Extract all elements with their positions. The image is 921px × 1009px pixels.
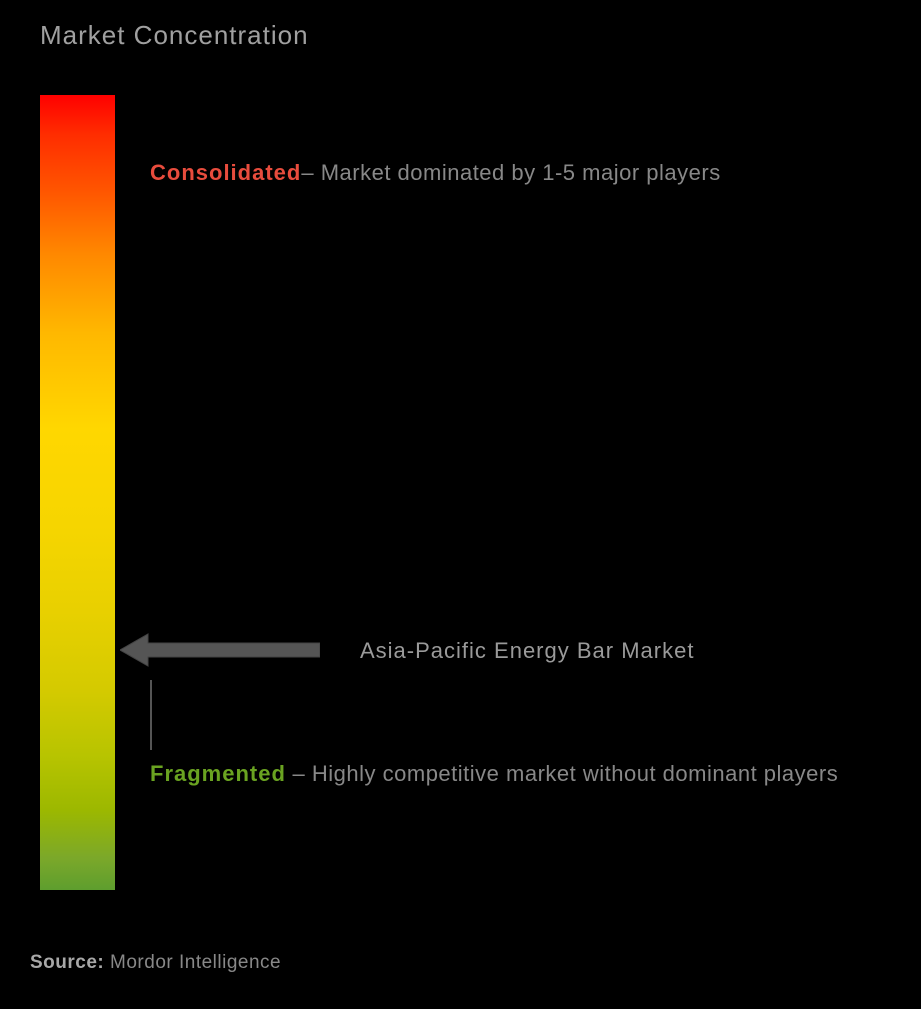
fragmented-term: Fragmented xyxy=(150,761,286,786)
marker-arrow xyxy=(120,630,320,675)
consolidated-term: Consolidated xyxy=(150,160,301,185)
concentration-gradient-bar xyxy=(40,95,115,890)
fragmented-description: – Highly competitive market without domi… xyxy=(286,761,838,786)
fragmented-label-row: Fragmented – Highly competitive market w… xyxy=(150,750,881,798)
consolidated-label-row: Consolidated– Market dominated by 1-5 ma… xyxy=(150,160,881,186)
marker-label: Asia-Pacific Energy Bar Market xyxy=(360,638,694,664)
marker-connector-line xyxy=(150,680,152,750)
source-row: Source: Mordor Intelligence xyxy=(30,952,281,974)
source-label: Source: xyxy=(30,952,110,973)
chart-title: Market Concentration xyxy=(40,20,309,51)
source-value: Mordor Intelligence xyxy=(110,952,281,973)
consolidated-description: – Market dominated by 1-5 major players xyxy=(301,160,720,185)
